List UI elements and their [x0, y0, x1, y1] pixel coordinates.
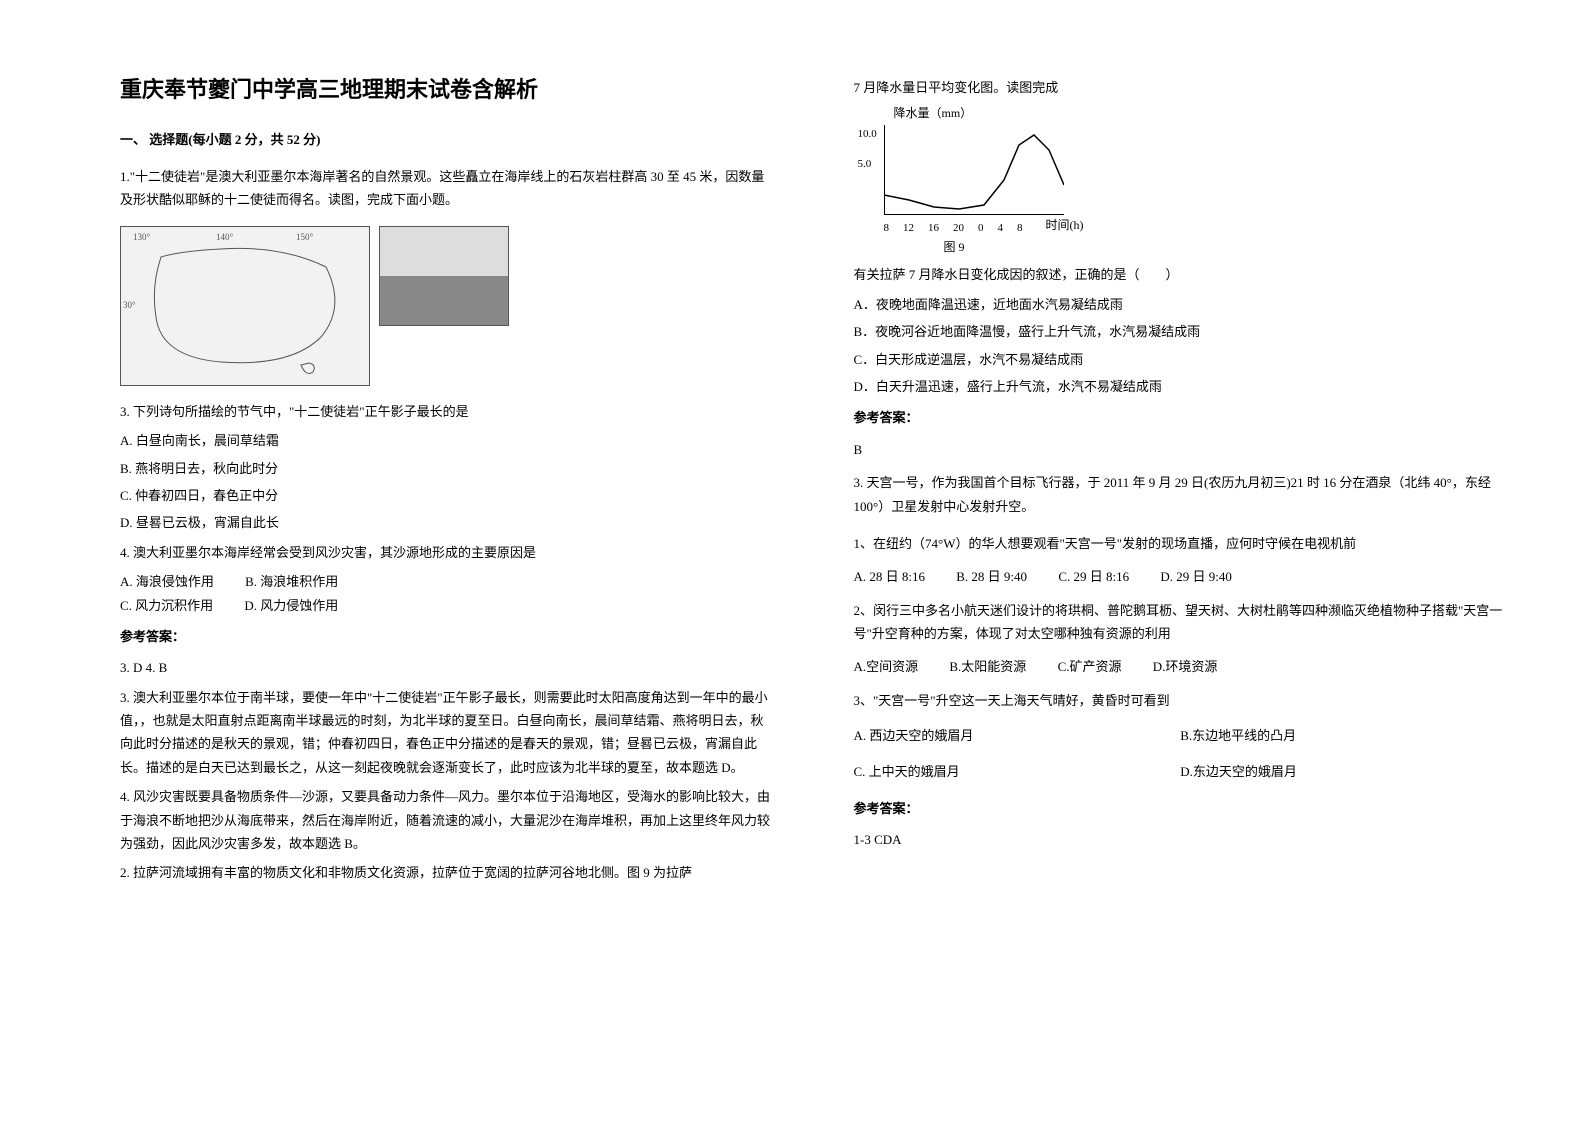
chart-xlabel: 时间(h)	[1046, 215, 1084, 237]
q2-opt-b: B．夜晚河谷近地面降温慢，盛行上升气流，水汽易凝结成雨	[854, 320, 1508, 343]
q3-sub1-opt-d: D. 29 日 9:40	[1160, 565, 1232, 588]
q3-sub2-opt-a: A.空间资源	[854, 655, 919, 678]
q1-answer-label: 参考答案：	[120, 625, 774, 648]
q1-explain-3: 3. 澳大利亚墨尔本位于南半球，要使一年中"十二使徒岩"正午影子最长，则需要此时…	[120, 686, 774, 780]
xtick-1: 12	[903, 219, 914, 239]
q1-figure-row: 130° 140° 150° 30°	[120, 218, 774, 394]
q3-sub3-opt-c: C. 上中天的娥眉月	[854, 760, 1181, 783]
q3-answer: 1-3 CDA	[854, 828, 1508, 851]
q3-sub2-opts: A.空间资源 B.太阳能资源 C.矿产资源 D.环境资源	[854, 655, 1508, 678]
q3-sub1-opt-a: A. 28 日 8:16	[854, 565, 926, 588]
q2-opt-c: C．白天形成逆温层，水汽不易凝结成雨	[854, 348, 1508, 371]
q3-sub3-stem: 3、"天宫一号"升空这一天上海天气晴好，黄昏时可看到	[854, 689, 1508, 712]
q1-explain-4: 4. 风沙灾害既要具备物质条件—沙源，又要具备动力条件—风力。墨尔本位于沿海地区…	[120, 785, 774, 855]
q1-sub3-stem: 3. 下列诗句所描绘的节气中，"十二使徒岩"正午影子最长的是	[120, 400, 774, 423]
q1-intro: 1."十二使徒岩"是澳大利亚墨尔本海岸著名的自然景观。这些矗立在海岸线上的石灰岩…	[120, 165, 774, 212]
q2-answer: B	[854, 438, 1508, 461]
q2-answer-label: 参考答案：	[854, 406, 1508, 429]
xtick-4: 0	[978, 219, 984, 239]
xtick-3: 20	[953, 219, 964, 239]
document-title: 重庆奉节夔门中学高三地理期末试卷含解析	[120, 70, 774, 110]
q3-sub2-opt-c: C.矿产资源	[1058, 655, 1122, 678]
chart-ylabel: 降水量（mm）	[894, 103, 973, 125]
precipitation-chart: 降水量（mm） 10.0 5.0 8 12 16 20 0 4 8 时间(h) …	[854, 107, 1074, 257]
q2-intro2: 7 月降水量日平均变化图。读图完成	[854, 76, 1508, 99]
q1-sub4-stem: 4. 澳大利亚墨尔本海岸经常会受到风沙灾害，其沙源地形成的主要原因是	[120, 541, 774, 564]
chart-caption: 图 9	[944, 237, 965, 259]
q1-answer-line: 3. D 4. B	[120, 656, 774, 679]
ytick-5: 5.0	[858, 149, 877, 179]
q3-intro: 3. 天宫一号，作为我国首个目标飞行器，于 2011 年 9 月 29 日(农历…	[854, 471, 1508, 518]
right-column: 7 月降水量日平均变化图。读图完成 降水量（mm） 10.0 5.0 8 12 …	[814, 70, 1528, 1082]
chart-path	[884, 135, 1064, 209]
q1-sub4-opts-row1: A. 海浪侵蚀作用 B. 海浪堆积作用	[120, 570, 774, 593]
q3-sub3-opts: A. 西边天空的娥眉月 B.东边地平线的凸月 C. 上中天的娥眉月 D.东边天空…	[854, 718, 1508, 789]
q3-sub2-stem: 2、闵行三中多名小航天迷们设计的将珙桐、普陀鹅耳枥、望天树、大树杜鹃等四种濒临灭…	[854, 599, 1508, 646]
q3-sub3-opt-d: D.东边天空的娥眉月	[1180, 760, 1507, 783]
chart-xticks: 8 12 16 20 0 4 8	[884, 219, 1064, 239]
q3-sub2-opt-b: B.太阳能资源	[949, 655, 1026, 678]
q2-stem: 有关拉萨 7 月降水日变化成因的叙述，正确的是（ ）	[854, 263, 1508, 286]
xtick-2: 16	[928, 219, 939, 239]
xtick-5: 4	[998, 219, 1004, 239]
chart-line-svg	[884, 125, 1064, 215]
q3-sub1-opt-c: C. 29 日 8:16	[1058, 565, 1129, 588]
xtick-0: 8	[884, 219, 890, 239]
q1-sub4-opt-a: A. 海浪侵蚀作用	[120, 570, 214, 593]
q1-sub3-opt-c: C. 仲春初四日，春色正中分	[120, 484, 774, 507]
q3-sub1-opt-b: B. 28 日 9:40	[956, 565, 1027, 588]
q1-sub3-opt-d: D. 昼晷已云极，宵漏自此长	[120, 511, 774, 534]
q3-sub3-opt-a: A. 西边天空的娥眉月	[854, 724, 1181, 747]
q3-answer-label: 参考答案：	[854, 797, 1508, 820]
q3-sub1-stem: 1、在纽约（74°W）的华人想要观看"天宫一号"发射的现场直播，应何时守候在电视…	[854, 532, 1508, 555]
twelve-apostles-photo	[379, 226, 509, 326]
q1-sub4-opts-row2: C. 风力沉积作用 D. 风力侵蚀作用	[120, 594, 774, 617]
q2-intro: 2. 拉萨河流域拥有丰富的物质文化和非物质文化资源，拉萨位于宽阔的拉萨河谷地北侧…	[120, 861, 774, 884]
ytick-10: 10.0	[858, 119, 877, 149]
q1-sub3-opt-b: B. 燕将明日去，秋向此时分	[120, 457, 774, 480]
q3-sub2-opt-d: D.环境资源	[1153, 655, 1218, 678]
q1-sub4-opt-d: D. 风力侵蚀作用	[244, 594, 338, 617]
section-heading: 一、 选择题(每小题 2 分，共 52 分)	[120, 128, 774, 151]
q3-sub3-opt-b: B.东边地平线的凸月	[1180, 724, 1507, 747]
q1-sub4-opt-b: B. 海浪堆积作用	[245, 570, 338, 593]
chart-yticks: 10.0 5.0	[858, 119, 877, 179]
xtick-6: 8	[1017, 219, 1023, 239]
q3-sub1-opts: A. 28 日 8:16 B. 28 日 9:40 C. 29 日 8:16 D…	[854, 565, 1508, 588]
left-column: 重庆奉节夔门中学高三地理期末试卷含解析 一、 选择题(每小题 2 分，共 52 …	[100, 70, 814, 1082]
q1-sub3-opt-a: A. 白昼向南长，晨间草结霜	[120, 429, 774, 452]
q1-sub4-opt-c: C. 风力沉积作用	[120, 594, 213, 617]
q2-opt-d: D．白天升温迅速，盛行上升气流，水汽不易凝结成雨	[854, 375, 1508, 398]
q2-opt-a: A．夜晚地面降温迅速，近地面水汽易凝结成雨	[854, 293, 1508, 316]
australia-map-image: 130° 140° 150° 30°	[120, 226, 370, 386]
